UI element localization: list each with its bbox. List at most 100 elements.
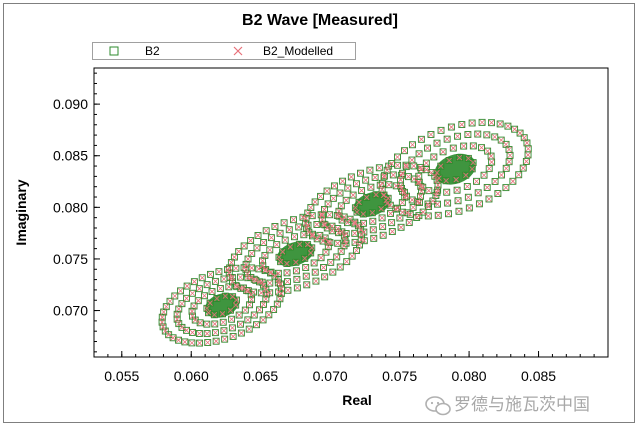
point-b2 (502, 140, 510, 148)
point-b2-modelled (275, 280, 282, 286)
x-tick-label: 0.080 (452, 368, 487, 384)
point-b2 (270, 306, 278, 313)
point-b2 (195, 330, 203, 337)
point-b2 (343, 258, 351, 266)
point-b2-modelled (211, 311, 218, 318)
point-b2-modelled (273, 241, 280, 248)
point-b2-modelled (380, 232, 386, 239)
wechat-icon (425, 395, 451, 415)
point-b2-modelled (317, 232, 323, 239)
point-b2 (183, 294, 190, 302)
point-b2-modelled (347, 216, 353, 223)
point-b2 (379, 223, 387, 231)
point-b2-modelled (209, 288, 215, 295)
point-b2 (317, 192, 325, 200)
point-b2-modelled (170, 334, 176, 341)
point-b2-modelled (399, 199, 406, 206)
point-b2-modelled (216, 268, 222, 275)
point-b2 (474, 130, 482, 138)
point-b2-modelled (454, 187, 460, 193)
point-b2 (329, 268, 337, 276)
point-b2-modelled (438, 127, 444, 134)
point-b2-modelled (495, 190, 501, 197)
point-b2-modelled (352, 239, 358, 246)
point-b2 (502, 184, 510, 192)
point-b2-modelled (470, 159, 476, 166)
point-b2 (225, 269, 233, 277)
point-b2-modelled (253, 277, 259, 284)
point-b2-modelled (318, 212, 324, 218)
point-b2-modelled (238, 330, 245, 336)
point-b2-modelled (325, 201, 331, 207)
point-b2 (369, 217, 377, 225)
point-b2 (208, 288, 216, 296)
point-b2-modelled (259, 279, 265, 285)
point-b2 (394, 153, 401, 161)
point-b2 (236, 273, 244, 281)
point-b2-modelled (503, 165, 509, 172)
point-b2-modelled (403, 193, 410, 199)
point-b2 (235, 248, 243, 255)
point-b2-modelled (322, 235, 328, 241)
point-b2 (505, 158, 513, 166)
point-b2-modelled (284, 278, 291, 285)
point-b2 (334, 239, 342, 247)
point-b2-modelled (255, 232, 261, 239)
point-b2-modelled (275, 270, 282, 277)
point-b2-modelled (302, 255, 308, 262)
point-b2-modelled (189, 329, 196, 336)
point-b2 (307, 204, 315, 211)
point-b2-modelled (334, 225, 341, 232)
point-b2 (349, 191, 357, 199)
point-b2-modelled (255, 266, 262, 272)
point-b2 (311, 198, 319, 206)
point-b2-modelled (356, 242, 363, 248)
point-b2 (430, 153, 438, 161)
point-b2-modelled (443, 177, 449, 184)
point-b2 (267, 234, 275, 242)
point-b2 (502, 164, 510, 172)
point-b2 (406, 210, 414, 218)
y-tick-label: 0.070 (53, 303, 88, 319)
point-b2 (433, 139, 441, 147)
point-b2-modelled (525, 145, 532, 152)
point-b2-modelled (416, 199, 423, 206)
point-b2-modelled (436, 175, 442, 181)
point-b2-modelled (301, 231, 307, 238)
point-b2-modelled (388, 219, 395, 226)
point-b2 (509, 177, 517, 185)
point-b2 (159, 323, 167, 331)
point-b2-modelled (484, 132, 490, 138)
point-b2-modelled (506, 158, 512, 165)
point-b2-modelled (159, 319, 165, 325)
point-b2 (178, 300, 186, 308)
y-tick-label: 0.085 (53, 148, 88, 164)
point-b2-modelled (393, 206, 399, 212)
point-b2 (275, 288, 283, 296)
point-b2-modelled (335, 229, 342, 236)
point-b2 (480, 171, 488, 179)
point-b2-modelled (336, 208, 342, 215)
x-tick-label: 0.060 (174, 368, 209, 384)
point-b2 (378, 214, 386, 222)
point-b2-modelled (197, 320, 203, 326)
point-b2-modelled (464, 183, 471, 190)
point-b2 (266, 279, 274, 287)
point-b2-modelled (431, 154, 437, 160)
point-b2-modelled (313, 278, 319, 284)
point-b2-modelled (423, 166, 430, 173)
point-b2-modelled (428, 131, 434, 138)
point-b2 (254, 232, 262, 239)
point-b2 (247, 237, 255, 245)
point-b2 (188, 312, 196, 320)
x-tick-label: 0.085 (521, 368, 556, 384)
point-b2-modelled (319, 217, 326, 223)
point-b2-modelled (175, 337, 182, 343)
point-b2-modelled (334, 212, 341, 219)
point-b2-modelled (237, 321, 244, 327)
point-b2-modelled (191, 278, 198, 285)
point-b2 (195, 285, 203, 293)
point-b2-modelled (394, 162, 401, 169)
point-b2 (484, 147, 492, 155)
point-b2-modelled (242, 307, 249, 313)
